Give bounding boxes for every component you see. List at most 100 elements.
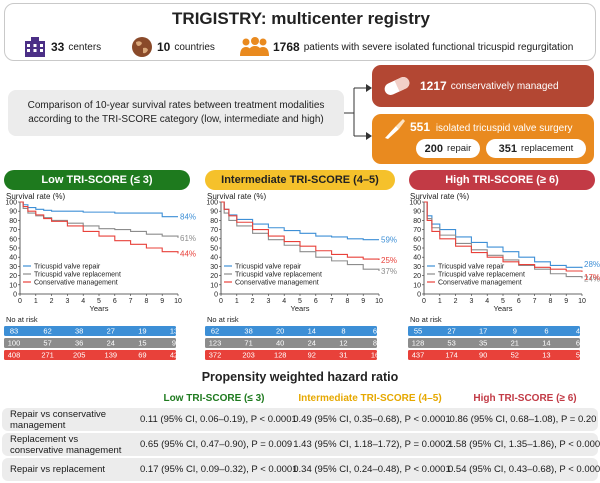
centers-label: centers: [68, 41, 102, 53]
x-tick-label: 9: [361, 298, 365, 305]
low-survival-chart: Survival rate (%) 0 10 20 30 40 50 60 70 80 90 100 0…: [4, 192, 196, 360]
series-line-conservative: [221, 201, 380, 260]
at-risk-value: 408: [8, 351, 21, 360]
series-line-replacement: [221, 201, 380, 271]
registry-title: TRIGISTRY: multicenter registry: [172, 9, 430, 28]
at-risk-value: 92: [308, 351, 316, 360]
x-tick-label: 1: [235, 298, 239, 305]
at-risk-value: 174: [445, 351, 458, 360]
hazard-ratio-title: Propensity weighted hazard ratio: [201, 370, 399, 384]
hazard-row-label: Repair vs conservative: [10, 409, 107, 420]
hazard-row-repair-vs-replacement: Repair vs replacement 0.17 (95% CI, 0.09…: [2, 458, 600, 481]
at-risk-value: 40: [276, 339, 284, 348]
hazard-row-label: Repair vs replacement: [10, 464, 106, 475]
legend-label: Tricuspid valve replacement: [235, 272, 322, 279]
x-axis-label: Years: [90, 304, 109, 313]
at-risk-value: 27: [447, 327, 455, 336]
hazard-col-high: High TRI-SCORE (≥ 6): [473, 393, 577, 404]
hazard-cell: 1.43 (95% CI, 1.18–1.72), P = 0.0002: [293, 439, 451, 450]
legend-label: Conservative management: [438, 280, 522, 287]
y-axis-label: Survival rate (%): [410, 192, 469, 201]
x-tick-label: 9: [160, 298, 164, 305]
at-risk-value: 5: [576, 351, 580, 360]
at-risk-value: 53: [447, 339, 455, 348]
at-risk-row: [205, 350, 377, 360]
y-tick-label: 100: [206, 200, 218, 207]
x-tick-label: 4: [485, 298, 489, 305]
x-axis-label: Years: [291, 304, 310, 313]
end-value-label: 59%: [381, 236, 397, 245]
replacement-pill: 351 replacement: [486, 139, 586, 158]
comparison-line-1: Comparison of 10-year survival rates bet…: [27, 100, 325, 111]
y-tick-label: 0: [417, 292, 421, 299]
legend-label: Tricuspid valve replacement: [438, 272, 525, 279]
at-risk-label: No at risk: [410, 315, 442, 324]
hazard-cell: 0.17 (95% CI, 0.09–0.32), P < 0.0001: [140, 464, 298, 475]
y-tick-label: 50: [210, 246, 218, 253]
x-tick-label: 1: [438, 298, 442, 305]
x-tick-label: 10: [578, 298, 586, 305]
at-risk-value: 205: [73, 351, 86, 360]
end-value-label: 17%: [584, 273, 600, 282]
x-tick-label: 7: [330, 298, 334, 305]
x-tick-label: 9: [564, 298, 568, 305]
at-risk-value: 69: [138, 351, 146, 360]
at-risk-value: 100: [8, 339, 21, 348]
repair-pill: 200 repair: [416, 139, 480, 158]
hazard-cell: 0.34 (95% CI, 0.24–0.48), P < 0.0001: [293, 464, 451, 475]
y-tick-label: 20: [9, 273, 17, 280]
y-tick-label: 30: [210, 264, 218, 271]
at-risk-value: 42: [170, 351, 178, 360]
at-risk-value: 71: [244, 339, 252, 348]
at-risk-value: 35: [479, 339, 487, 348]
at-risk-value: 24: [308, 339, 316, 348]
conservative-value: 1217: [420, 79, 447, 93]
y-tick-label: 40: [210, 255, 218, 262]
y-tick-label: 20: [413, 273, 421, 280]
at-risk-value: 17: [479, 327, 487, 336]
at-risk-row: [205, 326, 377, 336]
x-tick-label: 8: [548, 298, 552, 305]
y-tick-label: 0: [214, 292, 218, 299]
y-tick-label: 90: [413, 209, 421, 216]
x-tick-label: 5: [298, 298, 302, 305]
x-tick-label: 6: [314, 298, 318, 305]
x-tick-label: 7: [129, 298, 133, 305]
globe-icon: [132, 37, 152, 57]
y-tick-label: 30: [413, 264, 421, 271]
hazard-cell: 0.11 (95% CI, 0.06–0.19), P < 0.0001: [140, 414, 297, 425]
at-risk-value: 4: [576, 327, 580, 336]
low-triscore-header: Low TRI-SCORE (≤ 3): [4, 170, 190, 190]
y-tick-label: 50: [9, 246, 17, 253]
y-tick-label: 90: [210, 209, 218, 216]
y-tick-label: 80: [9, 218, 17, 225]
at-risk-row: [408, 326, 580, 336]
y-tick-label: 60: [210, 236, 218, 243]
x-tick-label: 5: [97, 298, 101, 305]
at-risk-value: 139: [105, 351, 118, 360]
y-tick-label: 60: [413, 236, 421, 243]
at-risk-value: 15: [138, 339, 146, 348]
hazard-col-intermediate: Intermediate TRI-SCORE (4–5): [298, 393, 442, 404]
legend-label: Tricuspid valve repair: [438, 264, 505, 271]
at-risk-value: 203: [242, 351, 255, 360]
y-tick-label: 20: [210, 273, 218, 280]
hazard-cell: 1.58 (95% CI, 1.35–1.86), P < 0.0001: [448, 439, 600, 450]
x-tick-label: 8: [144, 298, 148, 305]
y-tick-label: 50: [413, 246, 421, 253]
y-tick-label: 80: [413, 218, 421, 225]
at-risk-row: [4, 326, 176, 336]
replacement-label: replacement: [521, 143, 574, 154]
x-tick-label: 2: [50, 298, 54, 305]
end-value-label: 44%: [180, 250, 196, 259]
at-risk-value: 13: [170, 327, 178, 336]
hazard-row-label: conservative management: [10, 445, 122, 456]
at-risk-row: [205, 338, 377, 348]
end-value-label: 37%: [381, 267, 397, 276]
y-axis-label: Survival rate (%): [6, 192, 65, 201]
y-tick-label: 70: [210, 227, 218, 234]
at-risk-value: 19: [138, 327, 146, 336]
x-tick-label: 6: [113, 298, 117, 305]
end-value-label: 25%: [381, 256, 397, 265]
series-line-conservative: [20, 201, 179, 254]
